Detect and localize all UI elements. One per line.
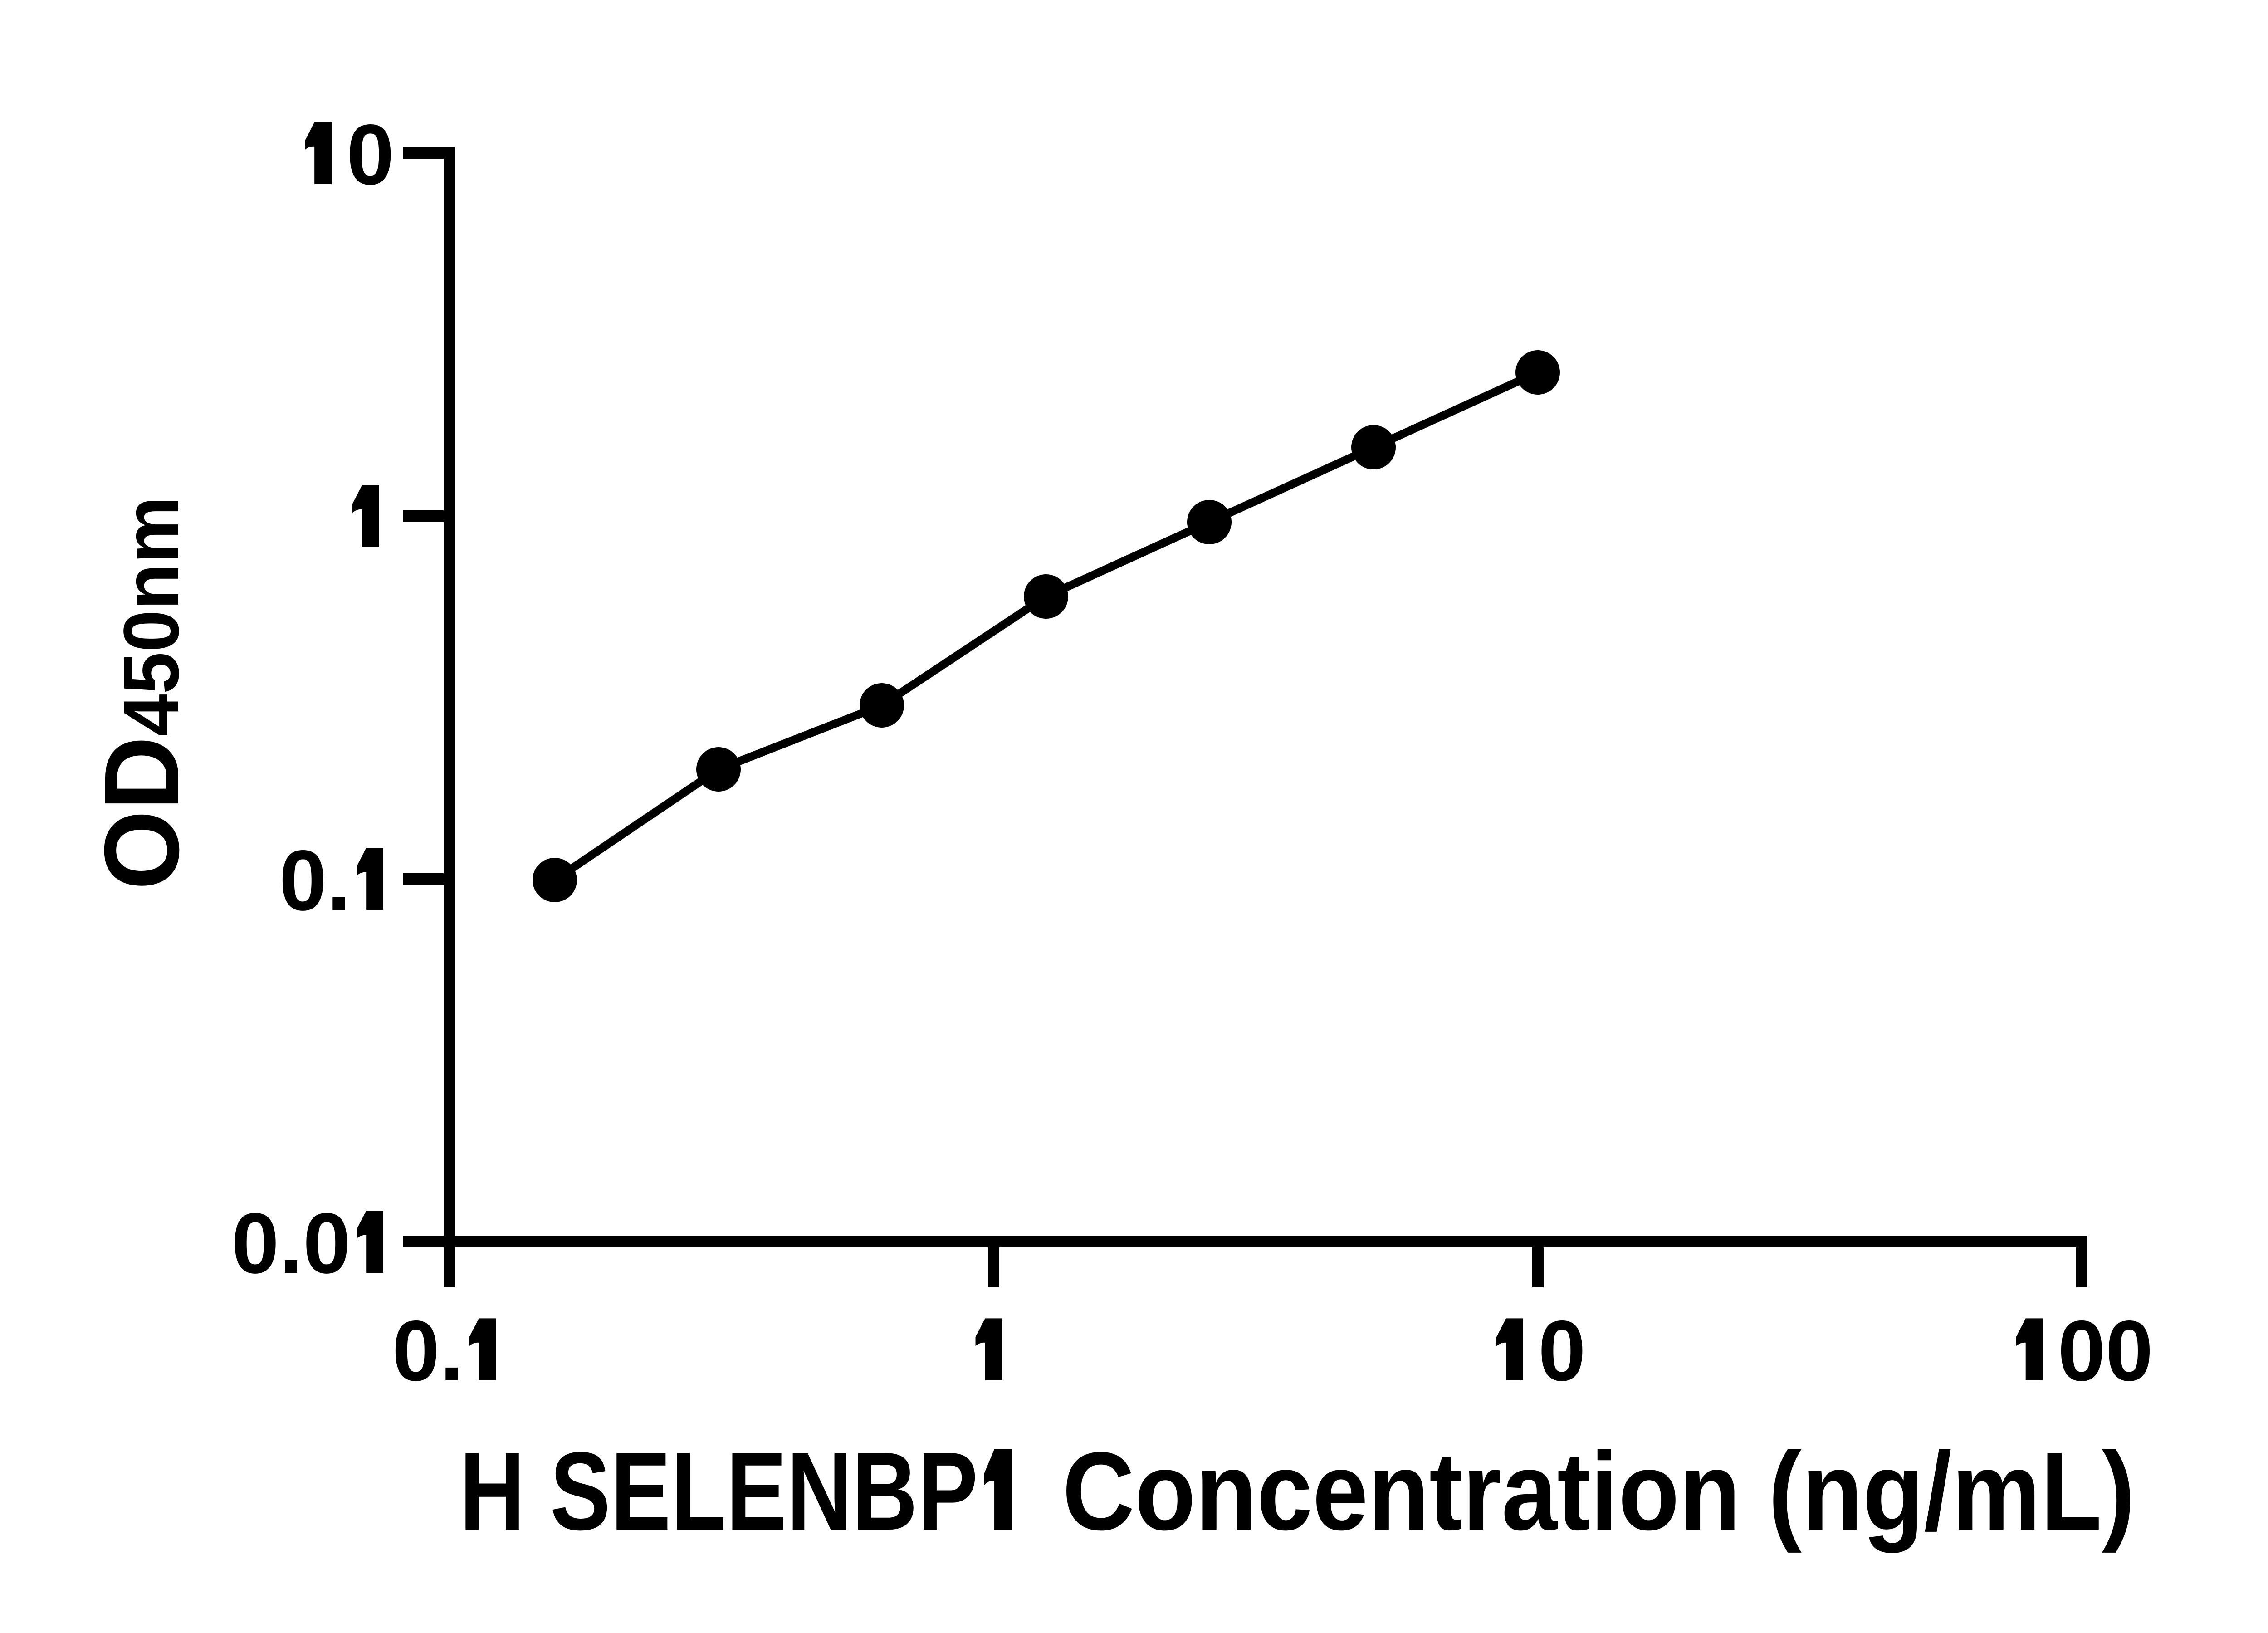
svg-text:0: 0 bbox=[347, 107, 394, 203]
svg-text:0.: 0. bbox=[392, 1303, 464, 1399]
svg-text:H SELENBP: H SELENBP bbox=[459, 1429, 978, 1553]
svg-text:0.0: 0.0 bbox=[231, 1196, 351, 1291]
svg-text:OD450nm: OD450nm bbox=[82, 496, 201, 890]
svg-text:0: 0 bbox=[1538, 1303, 1586, 1399]
svg-text:0.: 0. bbox=[279, 833, 351, 929]
svg-text:00: 00 bbox=[2058, 1303, 2153, 1399]
svg-text:Concentration (ng/mL): Concentration (ng/mL) bbox=[1062, 1429, 2135, 1553]
